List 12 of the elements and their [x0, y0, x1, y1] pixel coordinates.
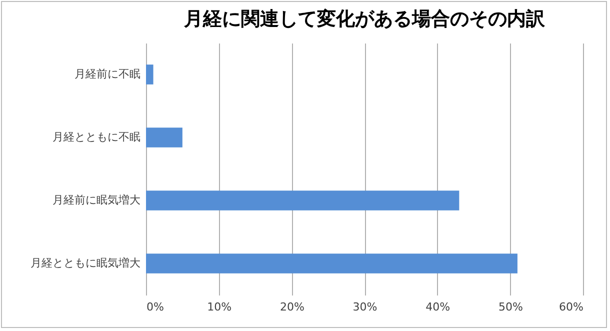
chart-title: 月経に関連して変化がある場合のその内訳 — [183, 8, 546, 30]
y-tick-label: 月経前に眠気増大 — [52, 194, 140, 206]
x-tick-label: 40% — [426, 300, 450, 314]
y-tick-label: 月経とともに不眠 — [52, 130, 140, 144]
x-tick-label: 60% — [559, 300, 584, 314]
x-tick-label: 20% — [280, 300, 304, 314]
x-tick-label: 50% — [498, 300, 523, 314]
y-tick-label: 月経とともに眠気増大 — [30, 256, 140, 270]
y-tick-label: 月経前に不眠 — [74, 68, 140, 80]
x-tick-label: 30% — [352, 300, 378, 314]
x-tick-label: 10% — [207, 300, 232, 314]
x-tick-label: 0% — [146, 300, 164, 314]
